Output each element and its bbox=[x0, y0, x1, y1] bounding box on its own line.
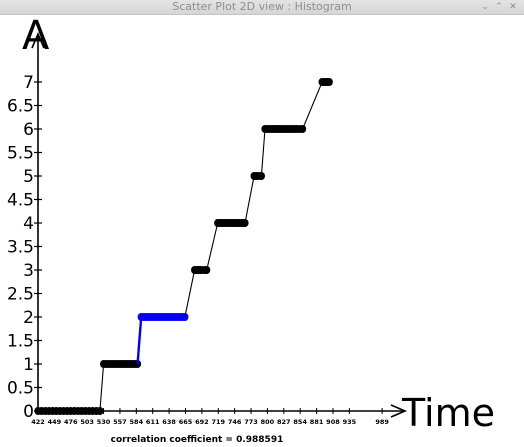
close-button[interactable]: ✕ bbox=[509, 2, 517, 12]
window-controls: ⌄ ⌃ ✕ bbox=[480, 0, 518, 14]
x-tick-label: 476 bbox=[64, 418, 78, 426]
data-point[interactable] bbox=[241, 219, 249, 227]
y-tick-label: 3 bbox=[23, 261, 34, 281]
y-tick-label: 4 bbox=[23, 214, 34, 234]
series-connector bbox=[136, 316, 143, 365]
data-point[interactable] bbox=[299, 125, 307, 133]
y-tick-label: 3.5 bbox=[7, 238, 34, 258]
x-tick-label: 530 bbox=[97, 418, 111, 426]
x-tick-label: 557 bbox=[113, 418, 127, 426]
y-tick-label: 5 bbox=[23, 167, 34, 187]
title-bar: Scatter Plot 2D view : Histogram ⌄ ⌃ ✕ bbox=[0, 0, 524, 15]
correlation-coefficient-label: correlation coefficient = 0.988591 bbox=[111, 435, 284, 445]
x-tick-label: 989 bbox=[375, 418, 389, 426]
x-tick-label: 638 bbox=[162, 418, 176, 426]
x-tick-label: 935 bbox=[343, 418, 357, 426]
y-tick-label: 0.5 bbox=[7, 379, 34, 399]
x-tick-label: 881 bbox=[310, 418, 324, 426]
y-tick-label: 0 bbox=[23, 402, 34, 422]
y-axis-arrowhead bbox=[31, 31, 45, 49]
data-point[interactable] bbox=[325, 78, 333, 86]
x-tick-label: 854 bbox=[293, 418, 307, 426]
y-tick-label: 6 bbox=[23, 120, 34, 140]
x-tick-label: 827 bbox=[277, 418, 291, 426]
series-line bbox=[38, 363, 138, 412]
x-tick-label: 422 bbox=[31, 418, 45, 426]
x-tick-label: 746 bbox=[228, 418, 242, 426]
x-axis-title: Time bbox=[401, 391, 495, 435]
x-tick-label: 800 bbox=[261, 418, 275, 426]
y-tick-label: 2 bbox=[23, 308, 34, 328]
y-tick-label: 7 bbox=[23, 73, 34, 93]
y-axis-title: A bbox=[22, 13, 50, 59]
data-point[interactable] bbox=[96, 407, 104, 415]
x-tick-label: 449 bbox=[48, 418, 62, 426]
y-tick-label: 4.5 bbox=[7, 191, 34, 211]
series-connector bbox=[184, 269, 196, 318]
x-tick-label: 611 bbox=[146, 418, 160, 426]
data-point[interactable] bbox=[133, 360, 142, 368]
x-tick-label: 908 bbox=[326, 418, 340, 426]
data-point[interactable] bbox=[203, 266, 211, 274]
maximize-button[interactable]: ⌃ bbox=[495, 2, 503, 12]
y-tick-label: 1.5 bbox=[7, 332, 34, 352]
y-tick-label: 1 bbox=[23, 355, 34, 375]
x-tick-label: 719 bbox=[211, 418, 225, 426]
data-point[interactable] bbox=[257, 172, 265, 180]
x-tick-label: 692 bbox=[195, 418, 209, 426]
x-axis-arrowhead bbox=[390, 404, 408, 418]
y-tick-label: 5.5 bbox=[7, 144, 34, 164]
x-tick-label: 584 bbox=[130, 418, 144, 426]
y-tick-label: 6.5 bbox=[7, 97, 34, 117]
x-tick-label: 665 bbox=[179, 418, 193, 426]
minimize-button[interactable]: ⌄ bbox=[481, 2, 489, 12]
x-tick-label: 773 bbox=[244, 418, 258, 426]
x-tick-label: 503 bbox=[80, 418, 94, 426]
y-tick-label: 2.5 bbox=[7, 285, 34, 305]
window-title: Scatter Plot 2D view : Histogram bbox=[172, 0, 352, 13]
